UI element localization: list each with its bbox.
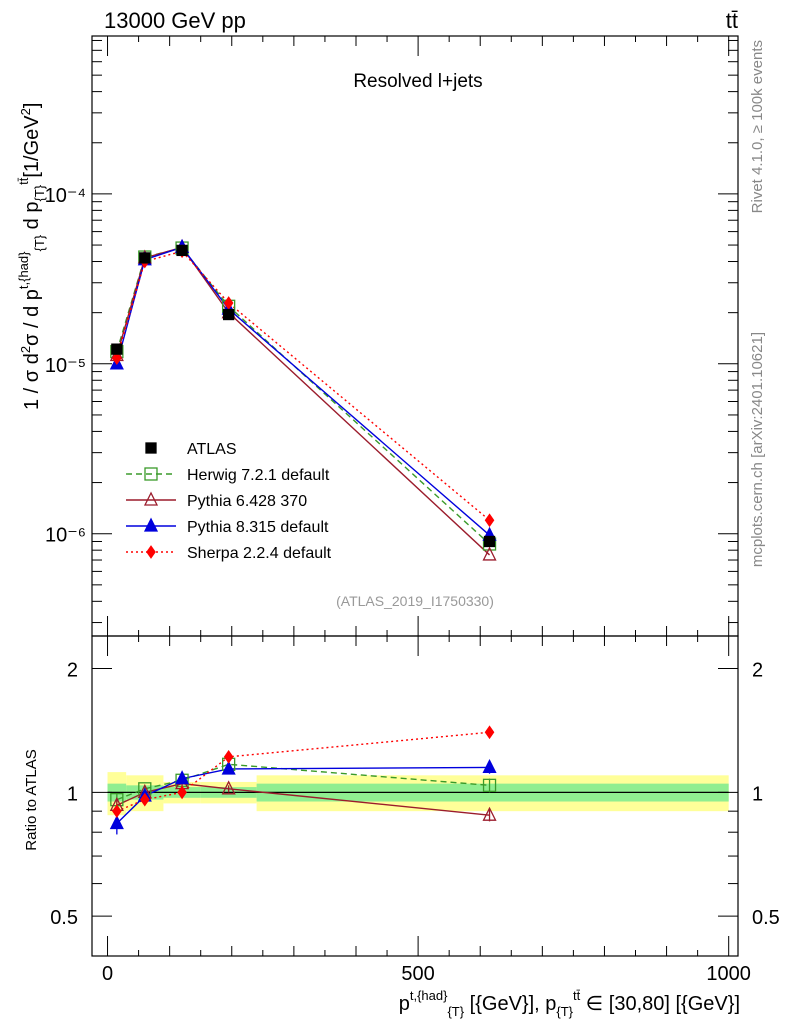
- data-point: [483, 535, 496, 548]
- ratio-ticks: 0.5 0.5 1 1 2 2 0 500 1000: [50, 636, 780, 985]
- legend-label: Pythia 6.428 370: [187, 493, 307, 510]
- ratio-point: [223, 749, 234, 764]
- legend: ATLAS Herwig 7.2.1 default Pythia 6.428 37…: [126, 441, 332, 562]
- ratio-point: [482, 758, 497, 774]
- ratio-tick-label: 1: [67, 783, 78, 805]
- ratio-point: [139, 792, 150, 807]
- x-tick-label: 1000: [706, 963, 751, 985]
- ratio-line: [116, 763, 490, 801]
- main-panel: Resolved l+jets (ATLAS_2019_I1750330) 10…: [16, 35, 739, 637]
- ratio-tick-label: 0.5: [50, 907, 78, 929]
- ratio-frame: [91, 635, 739, 957]
- ratio-tick-label-right: 2: [752, 660, 763, 682]
- data-point: [482, 546, 497, 561]
- ratio-point: [109, 815, 124, 830]
- data-point: [112, 351, 122, 366]
- ratio-tick-label-right: 0.5: [752, 907, 780, 929]
- ratio-axis-label: Ratio to ATLAS: [23, 749, 40, 850]
- ratio-point: [177, 785, 187, 800]
- ratio-point: [482, 778, 497, 793]
- rivet-label: Rivet 4.1.0, ≥ 100k events: [749, 40, 766, 213]
- ratio-point: [221, 780, 236, 795]
- y-tick-label: 10⁻⁵: [45, 355, 86, 377]
- ratio-point: [175, 770, 190, 785]
- ratio-point: [482, 806, 497, 821]
- y-tick-label: 10⁻⁶: [45, 525, 86, 547]
- main-ticks: 10⁻⁶ 10⁻⁵ 10⁻⁴: [45, 36, 738, 636]
- y-axis-label: 1 / σ d2σ / d pt,{had}{T} d p{T}tt̄[1/Ge…: [16, 103, 47, 410]
- series-line: [116, 246, 490, 536]
- main-series: [109, 238, 497, 561]
- y-tick-label: 10⁻⁴: [45, 185, 86, 207]
- uncertainty-bands: [107, 772, 729, 816]
- legend-marker: [146, 545, 156, 559]
- x-axis-label: pt,{had}{T} [{GeV}], p{T}tt̄ ∈ [30,80] […: [399, 988, 740, 1019]
- data-point: [484, 513, 495, 528]
- ratio-tick-label: 2: [67, 660, 78, 682]
- ratio-point: [484, 725, 495, 740]
- legend-marker: [145, 442, 157, 454]
- x-tick-label: 500: [401, 963, 434, 985]
- ratio-panel: 0.5 0.5 1 1 2 2 0 500 1000 Ratio to ATLAS: [23, 635, 780, 985]
- legend-marker: [143, 517, 159, 532]
- legend-marker: [144, 467, 158, 481]
- data-point: [176, 244, 188, 257]
- legend-label: ATLAS: [187, 441, 237, 458]
- data-point: [139, 252, 151, 264]
- energy-label: 13000 GeV pp: [104, 8, 246, 33]
- data-point: [223, 308, 235, 321]
- ratio-series: [109, 725, 497, 835]
- ratio-point: [112, 804, 122, 819]
- ratio-point: [221, 760, 236, 775]
- ratio-line: [116, 731, 490, 812]
- data-point: [111, 343, 123, 355]
- legend-marker: [143, 491, 159, 506]
- plot-title: Resolved l+jets: [353, 71, 482, 92]
- x-tick-label: 0: [102, 963, 113, 985]
- process-label: tt̄: [726, 8, 738, 33]
- legend-label: Sherpa 2.2.4 default: [187, 545, 332, 562]
- legend-label: Herwig 7.2.1 default: [187, 467, 330, 484]
- ratio-tick-label-right: 1: [752, 783, 763, 805]
- site-label: mcplots.cern.ch [arXiv:2401.10621]: [749, 332, 766, 567]
- analysis-id: (ATLAS_2019_I1750330): [336, 593, 494, 609]
- legend-label: Pythia 8.315 default: [187, 519, 329, 536]
